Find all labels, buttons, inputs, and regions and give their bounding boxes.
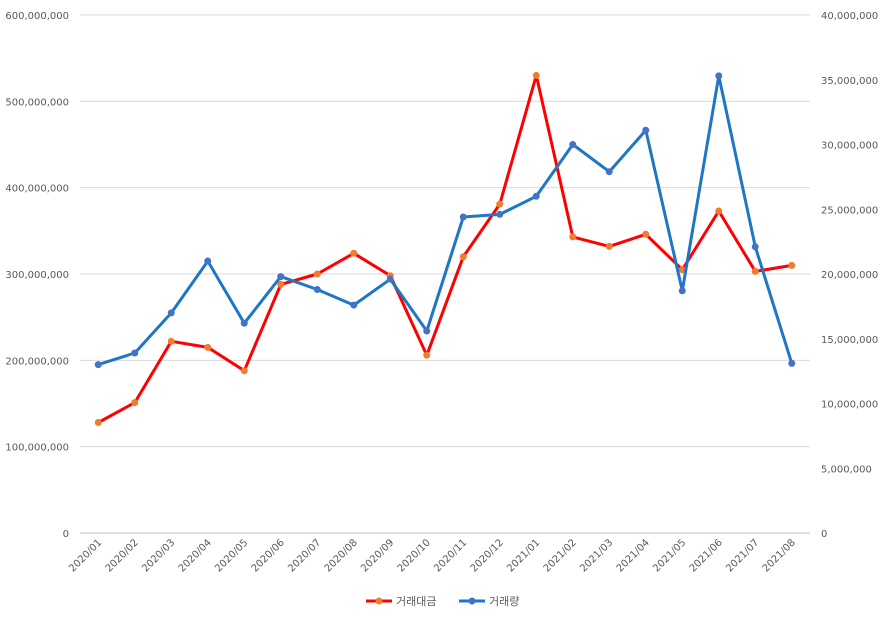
x-axis-tick-label: 2020/10 (396, 537, 433, 574)
right-axis-tick-label: 40,000,000 (821, 11, 878, 22)
series-1-point (131, 399, 139, 407)
x-axis-tick-label: 2021/04 (615, 537, 652, 574)
left-axis-tick-label: 400,000,000 (5, 184, 69, 195)
right-axis-tick-label: 25,000,000 (821, 205, 878, 216)
left-axis-tick-label: 300,000,000 (5, 270, 69, 281)
series-2-point (459, 213, 467, 221)
x-axis-tick-label: 2020/03 (140, 537, 177, 574)
left-axis-tick-label: 100,000,000 (5, 443, 69, 454)
right-axis-tick-label: 30,000,000 (821, 141, 878, 152)
series-2-point (240, 319, 248, 327)
series-1-point (715, 207, 723, 215)
x-axis-tick-label: 2021/05 (651, 537, 688, 574)
series-2-point (642, 126, 650, 134)
right-axis-tick-label: 35,000,000 (821, 76, 878, 87)
legend-label-series-1: 거래대금 (396, 595, 436, 608)
series-1-point (496, 200, 504, 208)
series-2-point (496, 210, 504, 218)
x-axis-tick-label: 2020/07 (286, 537, 323, 574)
legend-label-series-2: 거래량 (489, 595, 519, 608)
series-2-point (532, 192, 540, 200)
series-group (94, 71, 796, 426)
series-2-point (94, 361, 102, 369)
x-axis-tick-label: 2021/01 (505, 537, 542, 574)
series-2 (94, 72, 796, 369)
legend-marker-series-1 (375, 597, 383, 605)
series-2-point (313, 286, 321, 294)
series-1-point (459, 253, 467, 261)
x-axis-tick-label: 2020/02 (104, 537, 141, 574)
series-1-point (788, 261, 796, 269)
series-1-line (96, 73, 794, 424)
x-axis-tick-label: 2021/08 (761, 537, 798, 574)
x-axis-tick-label: 2021/02 (542, 537, 579, 574)
series-2-line (96, 74, 794, 367)
right-axis-tick-label: 10,000,000 (821, 400, 878, 411)
series-1-point (423, 351, 431, 359)
legend[interactable]: 거래대금 거래량 (366, 595, 519, 608)
left-axis-tick-label: 500,000,000 (5, 97, 69, 108)
series-2-point (569, 141, 577, 148)
series-1-point (751, 267, 759, 275)
series-2-point (204, 257, 212, 265)
x-axis-tick-label: 2020/06 (250, 537, 287, 574)
series-1-point (642, 230, 650, 238)
series-2-point (386, 275, 394, 283)
left-axis-tick-label: 200,000,000 (5, 356, 69, 367)
legend-item-series-2[interactable]: 거래량 (459, 595, 519, 608)
legend-item-series-1[interactable]: 거래대금 (366, 595, 436, 608)
x-axis-tick-label: 2020/08 (323, 537, 360, 574)
series-2-point (277, 273, 285, 281)
right-axis-tick-label: 15,000,000 (821, 335, 878, 346)
series-1-point (94, 418, 102, 426)
series-2-point (751, 243, 759, 251)
right-axis-tick-label: 0 (821, 529, 827, 540)
left-axis-tick-label: 0 (63, 529, 69, 540)
series-2-point (423, 327, 431, 335)
legend-marker-series-2 (468, 597, 476, 605)
x-axis-tick-label: 2020/04 (177, 537, 214, 574)
x-axis-tick-label: 2020/05 (213, 537, 250, 574)
series-1-point (532, 71, 540, 79)
series-2-point (715, 72, 723, 80)
x-axis-tick-label: 2021/03 (578, 537, 615, 574)
series-1-point (240, 367, 248, 375)
right-axis-tick-label: 20,000,000 (821, 270, 878, 281)
series-1-point (350, 249, 358, 257)
right-axis: 0 5,000,000 10,000,000 15,000,000 20,000,000… (821, 11, 878, 540)
series-2-point (788, 359, 796, 367)
series-1-point (678, 266, 686, 274)
series-1-point (569, 233, 577, 241)
x-axis-tick-label: 2020/12 (469, 537, 506, 574)
series-2-point (605, 168, 613, 176)
x-axis-tick-label: 2021/07 (724, 537, 761, 574)
x-axis: 2020/01 2020/02 2020/03 2020/04 2020/05 2020/… (67, 537, 798, 574)
x-axis-tick-label: 2020/09 (359, 537, 396, 574)
x-axis-tick-label: 2020/11 (432, 537, 469, 574)
series-1-point (204, 343, 212, 351)
right-axis-tick-label: 5,000,000 (821, 464, 872, 475)
series-1-point (313, 270, 321, 278)
series-2-point (131, 349, 139, 357)
series-2-point (678, 287, 686, 295)
series-1-point (277, 280, 285, 288)
left-axis: 0 100,000,000 200,000,000 300,000,000 400,00… (5, 11, 69, 540)
x-axis-tick-label: 2021/06 (688, 537, 725, 574)
series-1-point (167, 337, 175, 345)
gridlines (80, 14, 810, 534)
series-1-point (605, 242, 613, 250)
left-axis-tick-label: 600,000,000 (5, 11, 69, 22)
x-axis-tick-label: 2020/01 (67, 537, 104, 574)
series-2-point (350, 301, 358, 309)
series-2-point (167, 309, 175, 317)
